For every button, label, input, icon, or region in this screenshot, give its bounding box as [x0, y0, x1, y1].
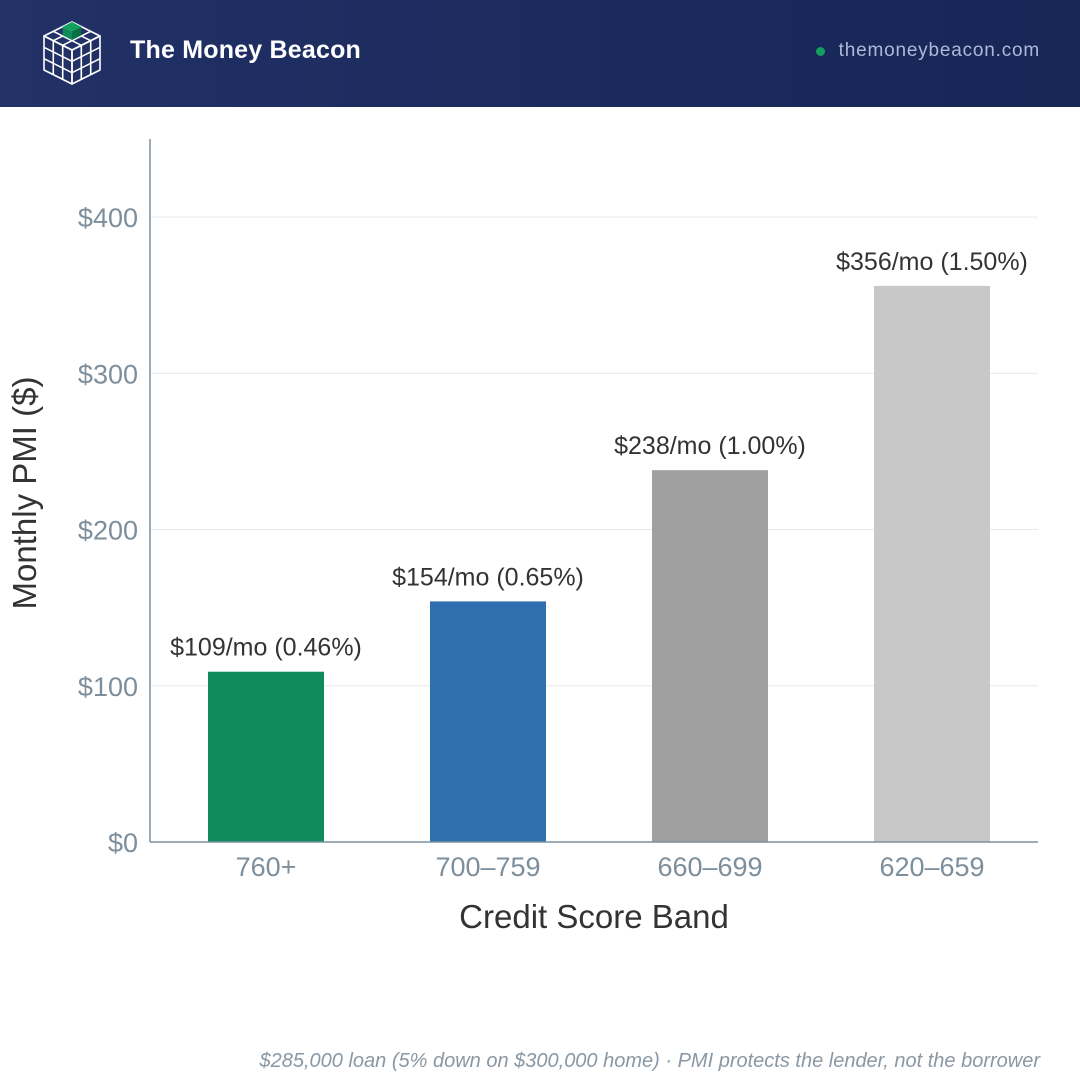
x-tick-label: 700–759: [435, 852, 540, 882]
y-axis-title: Monthly PMI ($): [6, 377, 43, 610]
y-tick-label: $300: [78, 359, 138, 389]
x-axis-title: Credit Score Band: [459, 898, 729, 935]
footer-note: $285,000 loan (5% down on $300,000 home)…: [259, 1050, 1041, 1072]
y-tick-label: $0: [108, 828, 138, 858]
x-tick-label: 760+: [236, 852, 297, 882]
data-label: $154/mo (0.65%): [392, 563, 584, 591]
data-label: $109/mo (0.46%): [170, 634, 362, 662]
x-tick-label: 660–699: [657, 852, 762, 882]
bar: [430, 601, 546, 842]
bar: [874, 285, 990, 842]
bar: [652, 470, 768, 842]
site-link[interactable]: themoneybeacon.com: [815, 40, 1040, 62]
bar: [208, 671, 324, 842]
data-label: $238/mo (1.00%): [614, 432, 806, 460]
y-tick-label: $200: [78, 516, 138, 546]
y-tick-label: $100: [78, 672, 138, 702]
x-tick-label: 620–659: [879, 852, 984, 882]
y-tick-label: $400: [78, 203, 138, 233]
site-url: themoneybeacon.com: [838, 40, 1040, 61]
brand-name: The Money Beacon: [130, 36, 362, 64]
bar-chart: $0 $100 $200 $300 $400 $109/mo (0.46%) 760+ $15…: [6, 139, 1038, 935]
data-label: $356/mo (1.50%): [836, 248, 1028, 276]
cube-grid-icon: [43, 21, 101, 85]
header-bar: The Money Beacon themoneybeacon.com: [0, 0, 1080, 107]
status-dot-icon: [815, 46, 825, 56]
